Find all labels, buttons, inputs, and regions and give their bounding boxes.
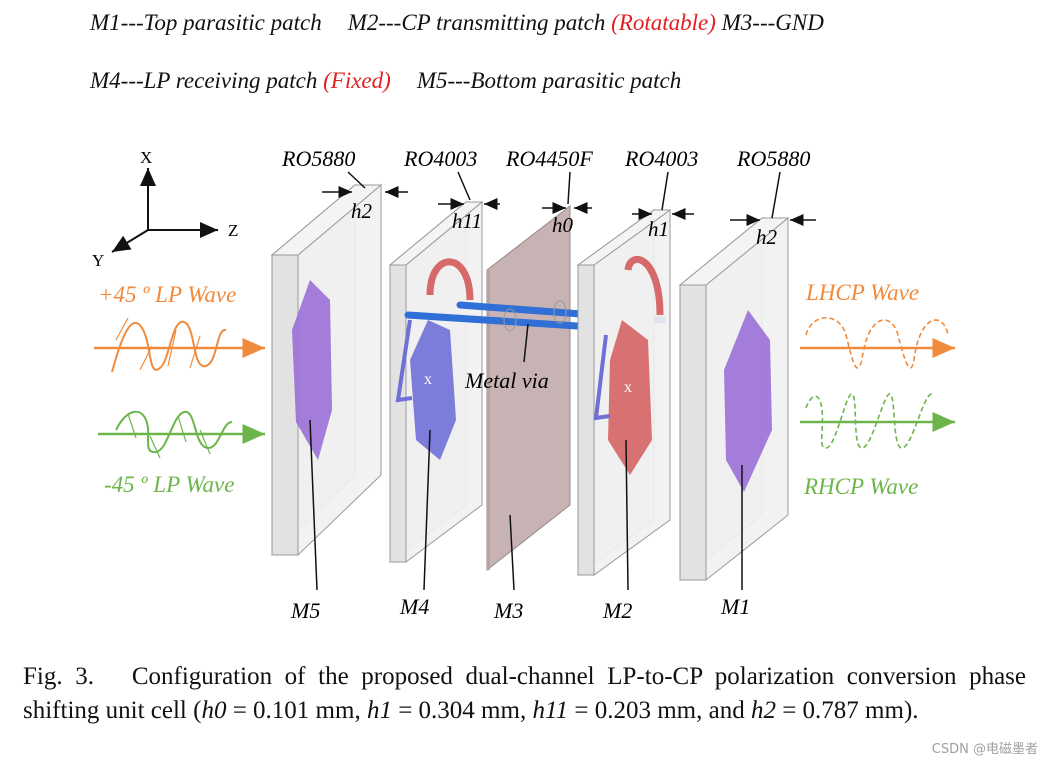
thickness-label-5: h2 [756,225,778,249]
caption-h2-value: = 0.787 mm). [775,697,919,724]
thickness-label-3: h0 [552,213,574,237]
m2-feed-line [593,334,611,421]
figure-caption: Fig. 3. Configuration of the proposed du… [23,660,1026,728]
caption-h11-value: = 0.203 mm, and [568,697,751,724]
via-label: Metal via [464,368,549,393]
caption-h1-symbol: h1 [366,697,392,724]
incoming-wave-green [98,410,265,459]
unit-cell-diagram: X Z Y x x [92,146,955,623]
m4-patch [410,320,456,460]
layer-m2-slab: x [576,209,672,576]
layer-leaders [309,419,743,591]
layer-label-m1: M1 [720,594,750,619]
layer-label-m3: M3 [493,598,523,623]
caption-h11-symbol: h11 [532,697,569,724]
layer-m1-slab [678,216,790,582]
material-label-4: RO4003 [624,146,698,171]
legend-m3: M3---GND [721,10,824,35]
m4-feed-line [395,319,413,403]
caption-fig-number: Fig. 3. [23,663,94,690]
m4-slot-icon: x [424,371,432,388]
via-leader [523,323,529,363]
layer-label-m2: M2 [602,598,632,623]
legend-m2-note: (Rotatable) [611,10,716,35]
m2-patch [608,320,652,475]
caption-h1-value: = 0.304 mm, [391,697,533,724]
material-label-3: RO4450F [505,146,593,171]
legend-m2: M2---CP transmitting patch [347,10,606,35]
m1-patch [724,310,772,492]
m2-slot-icon: x [624,379,632,396]
outgoing-wave-orange [800,317,955,369]
thickness-label-1: h2 [351,199,373,223]
layer-label-m4: M4 [399,594,429,619]
m2-feed-arc [624,256,664,316]
m5-patch [292,280,332,460]
layer-m4-slab: x [388,200,484,563]
caption-h2-symbol: h2 [750,697,776,724]
material-label-1: RO5880 [281,146,355,171]
legend-m5: M5---Bottom parasitic patch [416,68,682,93]
layer-m5-slab [270,183,383,557]
wave-label-in-top: +45 º LP Wave [98,282,236,307]
material-label-2: RO4003 [403,146,477,171]
legend-m4-note: (Fixed) [323,68,391,93]
material-label-5: RO5880 [736,146,810,171]
thickness-markers [322,186,816,226]
layer-label-m5: M5 [290,598,320,623]
thickness-labels: h2 h11 h0 h1 h2 [351,199,778,249]
caption-text: Configuration of the proposed dual-chann… [23,663,1027,724]
outgoing-wave-green [800,393,955,449]
wave-label-in-bottom: -45 º LP Wave [104,472,234,497]
legend-m4: M4---LP receiving patch [90,68,318,93]
thickness-label-2: h11 [452,209,482,233]
material-leaders [347,171,781,219]
legend-m1: M1---Top parasitic patch [90,10,322,35]
wave-label-out-bottom: RHCP Wave [803,474,918,499]
legend-line-2: M4---LP receiving patch (Fixed) M5---Bott… [90,68,681,94]
axis-x-label: X [140,148,152,167]
thickness-label-4: h1 [648,217,669,241]
watermark: CSDN @电磁墨者 [931,742,1038,757]
caption-h0-symbol: h0 [201,697,227,724]
axis-y-label: Y [92,251,104,270]
material-labels: RO5880 RO4003 RO4450F RO4003 RO5880 [281,146,810,171]
axis-z-label: Z [228,221,238,240]
legend-line-1: M1---Top parasitic patch M2---CP transmit… [90,10,824,36]
incoming-wave-orange [94,317,265,373]
layer-labels: M5 M4 M3 M2 M1 [290,594,750,623]
wave-label-out-top: LHCP Wave [805,280,919,305]
m4-feed-arc [426,258,474,301]
layer-m3-gnd [486,204,571,572]
caption-h0-value: = 0.101 mm, [226,697,367,724]
coordinate-axes: X Z Y [92,148,238,270]
